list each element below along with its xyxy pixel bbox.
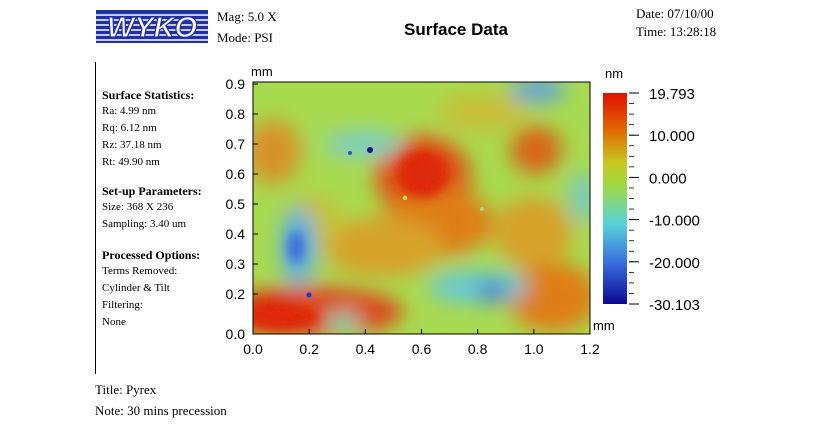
- stat-rt: Rt: 49.90 nm: [102, 156, 160, 168]
- wyko-logo: WYKO: [96, 10, 208, 45]
- colorbar-tick-label: 10.000: [649, 128, 695, 145]
- colorbar-tick-label: -20.000: [649, 255, 700, 272]
- time-value: 13:28:18: [669, 24, 717, 39]
- mag-readout: Mag: 5.0 X: [217, 9, 277, 25]
- processed-options: Processed Options: Terms Removed: Cylind…: [102, 248, 200, 331]
- setup-heading: Set-up Parameters:: [102, 184, 202, 198]
- colorbar-tick-label: -10.000: [649, 213, 700, 230]
- colorbar-tick-label: -30.103: [649, 297, 700, 314]
- footer-note-label: Note:: [95, 403, 124, 418]
- footer-note-value: 30 mins precession: [127, 403, 227, 418]
- page-title: Surface Data: [404, 20, 508, 39]
- mag-label: Mag:: [217, 9, 245, 24]
- colorbar-unit: nm: [605, 66, 624, 81]
- mode-label: Mode:: [217, 30, 251, 45]
- footer-note: Note: 30 mins precession: [95, 403, 227, 419]
- colorbar-tick-label: 19.793: [649, 86, 695, 103]
- stats-heading: Surface Statistics:: [102, 88, 195, 102]
- x-tick-label: 0.0: [243, 341, 263, 357]
- setup-parameters: Set-up Parameters: Size: 368 X 236 Sampl…: [102, 184, 202, 233]
- time-label: Time:: [636, 24, 667, 39]
- surface-statistics: Surface Statistics: Ra: 4.99 nm Rq: 6.12…: [102, 88, 194, 171]
- date-readout: Date: 07/10/00: [636, 6, 714, 22]
- stat-ra: Ra: 4.99 nm: [102, 105, 157, 117]
- date-label: Date:: [636, 6, 665, 21]
- y-axis-unit: mm: [251, 64, 273, 79]
- x-tick-label: 1.0: [524, 341, 544, 357]
- mode-value: PSI: [254, 30, 273, 45]
- stat-rz: Rz: 37.18 nm: [102, 139, 162, 151]
- x-tick-label: 0.4: [356, 341, 376, 357]
- y-tick-label: 0.2: [226, 286, 246, 302]
- x-tick-label: 0.2: [299, 341, 319, 357]
- x-tick-label: 0.8: [468, 341, 488, 357]
- y-tick-label: 0.4: [226, 226, 246, 242]
- footer-title-value: Pyrex: [125, 382, 157, 397]
- time-readout: Time: 13:28:18: [636, 24, 716, 40]
- x-tick-label: 0.6: [412, 341, 432, 357]
- setup-sampling: Sampling: 3.40 um: [102, 218, 187, 230]
- processed-heading: Processed Options:: [102, 248, 201, 262]
- setup-size: Size: 368 X 236: [102, 201, 174, 213]
- footer-title: Title: Pyrex: [95, 382, 156, 398]
- y-tick-label: 0.6: [226, 166, 246, 182]
- stat-rq: Rq: 6.12 nm: [102, 122, 157, 134]
- mag-value: 5.0 X: [247, 9, 277, 24]
- processed-terms-value: Cylinder & Tilt: [102, 282, 170, 294]
- processed-filter-label: Filtering:: [102, 299, 143, 311]
- processed-terms-label: Terms Removed:: [102, 265, 178, 277]
- x-axis-unit: mm: [593, 318, 615, 333]
- y-tick-label: 0.8: [226, 106, 246, 122]
- surface-height-map: [253, 82, 590, 334]
- x-tick-label: 1.2: [580, 341, 600, 357]
- y-tick-label: 0.9: [226, 76, 246, 92]
- y-tick-label: 0.0: [226, 326, 246, 342]
- date-value: 07/10/00: [667, 6, 714, 21]
- plot-frame: [252, 81, 591, 335]
- colorbar: [603, 93, 627, 304]
- logo-text: WYKO: [107, 12, 198, 43]
- processed-filter-value: None: [102, 316, 126, 328]
- mode-readout: Mode: PSI: [217, 30, 273, 46]
- y-tick-label: 0.7: [226, 136, 246, 152]
- colorbar-tick-label: 0.000: [649, 170, 687, 187]
- info-panel: Surface Statistics: Ra: 4.99 nm Rq: 6.12…: [95, 62, 206, 374]
- y-tick-label: 0.3: [226, 256, 246, 272]
- y-tick-label: 0.5: [226, 196, 246, 212]
- footer-title-label: Title:: [95, 382, 123, 397]
